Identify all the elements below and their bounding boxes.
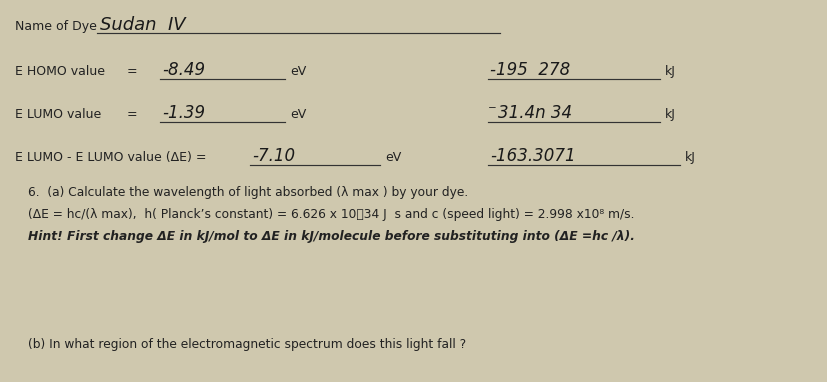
Text: (b) In what region of the electromagnetic spectrum does this light fall ?: (b) In what region of the electromagneti…	[28, 338, 466, 351]
Text: kJ: kJ	[664, 65, 675, 78]
Text: E HOMO value: E HOMO value	[15, 65, 105, 78]
Text: 6.  (a) Calculate the wavelength of light absorbed (λ max ) by your dye.: 6. (a) Calculate the wavelength of light…	[28, 186, 468, 199]
Text: Hint! First change ΔE in kJ/mol to ΔE in kJ/molecule before substituting into (Δ: Hint! First change ΔE in kJ/mol to ΔE in…	[28, 230, 634, 243]
Text: E LUMO - E LUMO value (ΔE) =: E LUMO - E LUMO value (ΔE) =	[15, 151, 206, 164]
Text: =: =	[127, 108, 137, 121]
Text: 31.4n 34: 31.4n 34	[497, 104, 571, 122]
Text: −: −	[487, 103, 496, 113]
Text: eV: eV	[289, 65, 306, 78]
Text: -195  278: -195 278	[490, 61, 570, 79]
Text: =: =	[127, 65, 137, 78]
Text: eV: eV	[385, 151, 401, 164]
Text: Sudan  IV: Sudan IV	[100, 16, 185, 34]
Text: kJ: kJ	[664, 108, 675, 121]
Text: -8.49: -8.49	[162, 61, 205, 79]
Text: eV: eV	[289, 108, 306, 121]
Text: -1.39: -1.39	[162, 104, 205, 122]
Text: (ΔE = hc/(λ max),  h( Planck’s constant) = 6.626 x 10⁳34 J  s and c (speed light: (ΔE = hc/(λ max), h( Planck’s constant) …	[28, 208, 633, 221]
Text: kJ: kJ	[684, 151, 695, 164]
Text: -163.3071: -163.3071	[490, 147, 575, 165]
Text: E LUMO value: E LUMO value	[15, 108, 101, 121]
Text: Name of Dye: Name of Dye	[15, 20, 97, 33]
Text: -7.10: -7.10	[251, 147, 294, 165]
